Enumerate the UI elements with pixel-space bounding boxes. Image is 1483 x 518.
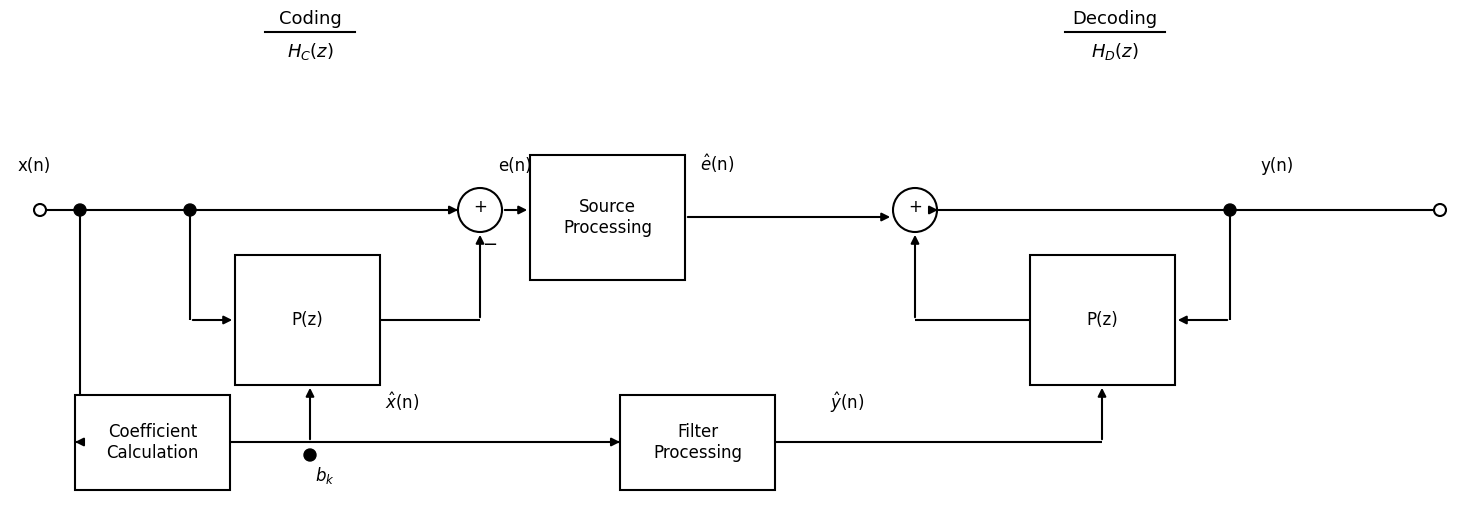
Text: P(z): P(z) [292, 311, 323, 329]
Text: $\hat{y}$(n): $\hat{y}$(n) [830, 390, 865, 414]
Text: +: + [908, 198, 922, 216]
Text: $\hat{e}$(n): $\hat{e}$(n) [700, 152, 734, 175]
Text: $H_C(z)$: $H_C(z)$ [286, 41, 334, 62]
Circle shape [184, 204, 196, 216]
Circle shape [304, 449, 316, 461]
Circle shape [458, 188, 503, 232]
Text: Coefficient
Calculation: Coefficient Calculation [107, 423, 199, 462]
Text: Coding: Coding [279, 10, 341, 28]
Text: −: − [482, 236, 498, 254]
Text: e(n): e(n) [498, 157, 531, 175]
Bar [1031, 255, 1175, 385]
Text: Source
Processing: Source Processing [564, 198, 653, 237]
Text: +: + [473, 198, 486, 216]
Bar [620, 395, 776, 490]
Circle shape [1434, 204, 1446, 216]
Bar [529, 155, 685, 280]
Circle shape [74, 204, 86, 216]
Text: Decoding: Decoding [1072, 10, 1158, 28]
Bar [76, 395, 230, 490]
Text: $\hat{x}$(n): $\hat{x}$(n) [386, 390, 420, 412]
Text: x(n): x(n) [18, 157, 52, 175]
Text: Filter
Processing: Filter Processing [653, 423, 742, 462]
Text: P(z): P(z) [1087, 311, 1118, 329]
Circle shape [893, 188, 937, 232]
Circle shape [34, 204, 46, 216]
Text: y(n): y(n) [1261, 157, 1293, 175]
Bar [234, 255, 380, 385]
Text: $H_D(z)$: $H_D(z)$ [1091, 41, 1139, 62]
Text: $b_k$: $b_k$ [314, 465, 335, 486]
Circle shape [1223, 204, 1235, 216]
